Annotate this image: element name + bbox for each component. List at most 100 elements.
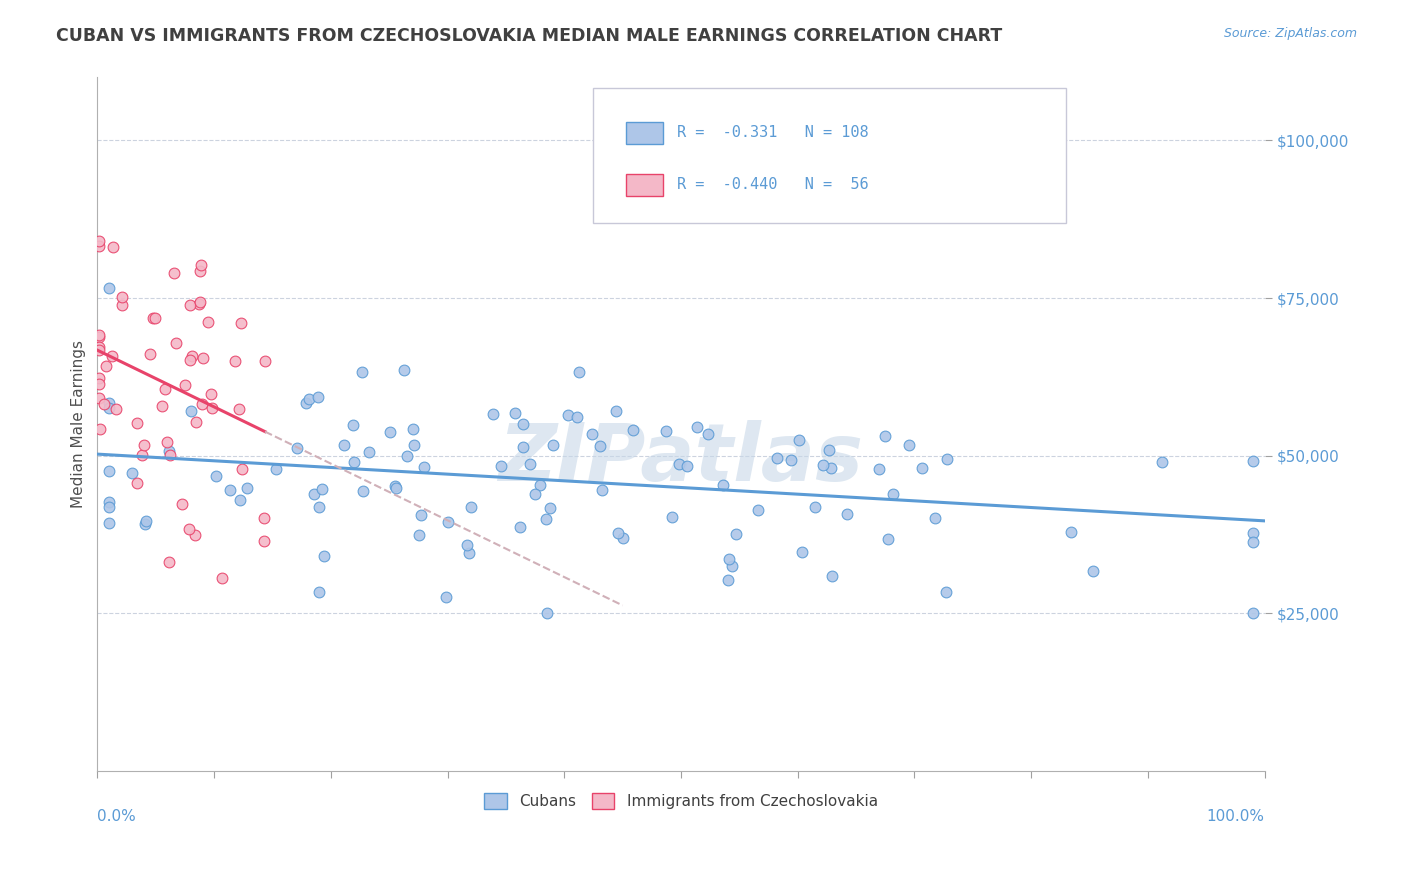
Point xyxy=(621,423,644,437)
Point xyxy=(1241,535,1264,549)
Legend: Cubans, Immigrants from Czechoslovakia: Cubans, Immigrants from Czechoslovakia xyxy=(478,787,884,815)
Point xyxy=(229,316,252,330)
Point xyxy=(228,401,250,416)
Point xyxy=(186,416,208,430)
Point xyxy=(1241,454,1264,468)
Point xyxy=(89,422,111,436)
Text: R =  -0.440   N =  56: R = -0.440 N = 56 xyxy=(678,178,869,193)
Point xyxy=(837,507,859,521)
Point xyxy=(181,349,204,363)
Point xyxy=(402,421,425,435)
Point xyxy=(308,500,330,515)
Point xyxy=(200,387,222,401)
Point xyxy=(460,500,482,514)
Point xyxy=(190,258,212,272)
Point xyxy=(218,483,240,498)
Point xyxy=(87,234,110,248)
Point xyxy=(302,486,325,500)
Point xyxy=(402,438,425,452)
Point xyxy=(121,466,143,480)
Point xyxy=(159,448,181,462)
Point xyxy=(718,552,741,566)
Point xyxy=(588,439,610,453)
Point xyxy=(311,482,333,496)
Point xyxy=(252,534,274,549)
Point xyxy=(98,396,121,410)
Point xyxy=(308,584,330,599)
Point xyxy=(165,335,187,350)
Point xyxy=(204,469,226,483)
Point xyxy=(87,377,110,392)
Point xyxy=(1150,455,1173,469)
Point xyxy=(676,458,699,473)
Point xyxy=(352,365,374,379)
Point xyxy=(143,310,166,325)
Point xyxy=(201,401,224,416)
Point xyxy=(875,429,897,443)
Point xyxy=(179,297,201,311)
Point xyxy=(139,347,162,361)
Point xyxy=(711,478,734,492)
Point xyxy=(581,426,603,441)
Point xyxy=(157,444,180,458)
Point xyxy=(529,478,551,492)
Point xyxy=(821,568,844,582)
Point xyxy=(813,458,835,473)
Point xyxy=(408,528,430,542)
Point xyxy=(314,549,336,563)
Point xyxy=(179,352,201,367)
Point xyxy=(87,371,110,385)
Text: 0.0%: 0.0% xyxy=(97,809,136,824)
Point xyxy=(98,281,121,295)
Point xyxy=(378,425,401,439)
Point xyxy=(780,453,803,467)
Point xyxy=(87,391,110,405)
FancyBboxPatch shape xyxy=(593,87,1066,223)
Point xyxy=(342,455,364,469)
Point xyxy=(135,514,157,528)
Point xyxy=(352,483,374,498)
Point xyxy=(188,264,211,278)
Point xyxy=(818,443,841,458)
Point xyxy=(935,451,957,466)
Point xyxy=(543,438,565,452)
Point xyxy=(134,438,156,452)
Point xyxy=(150,399,173,413)
Point xyxy=(411,508,433,523)
Point xyxy=(536,606,558,620)
Point xyxy=(655,424,678,438)
Point xyxy=(395,449,418,463)
Point xyxy=(413,460,436,475)
Point xyxy=(803,500,825,515)
Point xyxy=(724,526,747,541)
Point xyxy=(567,410,589,425)
Point xyxy=(911,461,934,475)
Point xyxy=(174,378,197,392)
Point xyxy=(101,240,124,254)
Point xyxy=(184,528,207,542)
Point xyxy=(229,493,252,508)
Point xyxy=(131,448,153,462)
Point xyxy=(717,573,740,587)
Point xyxy=(87,340,110,354)
Point xyxy=(385,481,408,495)
Point xyxy=(253,354,276,368)
Point xyxy=(1081,564,1104,578)
Point xyxy=(882,487,904,501)
Point xyxy=(512,440,534,454)
Point xyxy=(333,438,356,452)
Point xyxy=(298,392,321,406)
Point xyxy=(482,407,505,421)
Point xyxy=(505,406,527,420)
Point xyxy=(538,501,561,516)
Point xyxy=(792,545,814,559)
Point xyxy=(359,445,381,459)
Point xyxy=(87,239,110,253)
Point xyxy=(534,511,557,525)
Point xyxy=(153,382,176,396)
Point xyxy=(104,401,127,416)
Point xyxy=(935,585,957,599)
Y-axis label: Median Male Earnings: Median Male Earnings xyxy=(72,340,86,508)
Point xyxy=(747,502,769,516)
Point xyxy=(456,538,478,552)
